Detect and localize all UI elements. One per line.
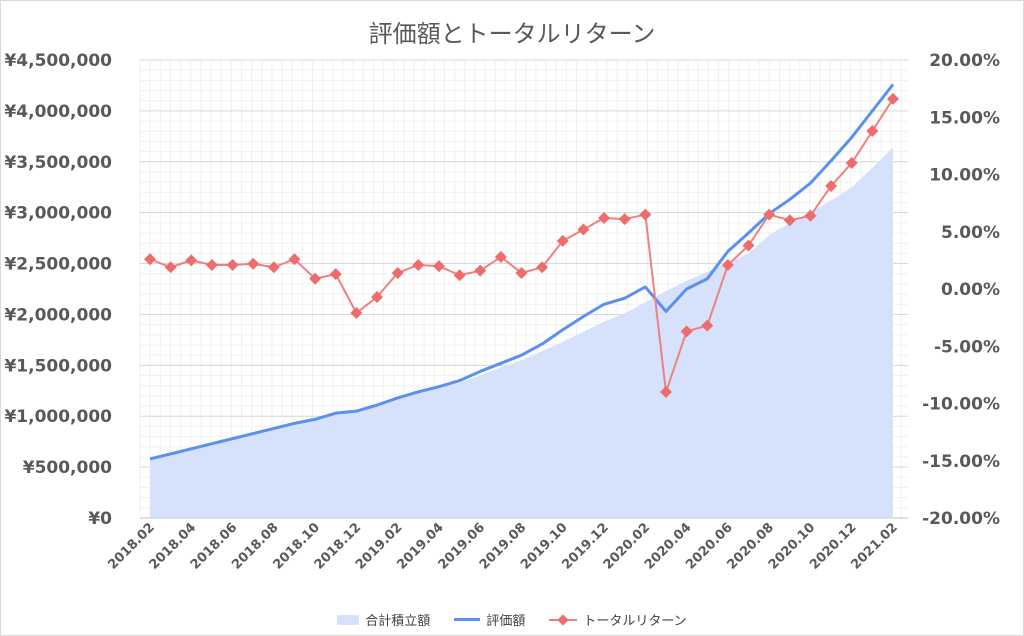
total-return-point: [247, 257, 260, 270]
total-return-point: [309, 272, 322, 285]
chart-title: 評価額とトータルリターン: [368, 20, 656, 48]
total-return-point: [205, 258, 218, 271]
total-return-point: [474, 264, 487, 277]
total-return-point: [391, 266, 404, 279]
y-right-tick-label: -5.00%: [934, 337, 1000, 357]
total-return-point: [350, 307, 363, 320]
total-return-point: [701, 319, 714, 332]
legend-area-swatch: [337, 614, 360, 625]
total-return-point: [226, 258, 239, 271]
y-left-tick-label: ¥500,000: [23, 458, 112, 478]
total-return-point: [453, 269, 466, 282]
legend-marker-swatch: [549, 613, 578, 626]
total-return-point: [288, 253, 301, 266]
total-return-point: [804, 209, 817, 222]
total-return-point: [329, 268, 342, 281]
total-return-point: [371, 291, 384, 304]
total-return-point: [845, 157, 858, 170]
total-return-point: [556, 234, 569, 247]
total-return-point: [866, 124, 879, 137]
y-left-tick-label: ¥1,000,000: [4, 407, 112, 427]
total-return-point: [763, 208, 776, 221]
y-left-tick-label: ¥0: [88, 509, 112, 529]
legend-label-accumulated: 合計積立額: [365, 614, 431, 629]
y-left-tick-label: ¥1,500,000: [4, 356, 112, 376]
total-return-point: [267, 261, 280, 274]
total-return-point: [164, 261, 177, 274]
y-right-tick-label: 20.00%: [929, 51, 1000, 71]
area-series-accumulated: [150, 147, 893, 519]
total-return-point: [515, 266, 528, 279]
chart-legend: 合計積立額 評価額 トータルリターン: [0, 610, 1024, 629]
y-right-tick-label: -20.00%: [922, 509, 1000, 529]
legend-line-swatch: [454, 618, 481, 621]
legend-item-total-return: トータルリターン: [549, 610, 687, 629]
y-right-tick-label: 15.00%: [929, 108, 1000, 128]
y-left-tick-label: ¥4,500,000: [4, 51, 112, 71]
total-return-point: [494, 250, 507, 263]
total-return-point: [742, 239, 755, 252]
y-left-tick-label: ¥4,000,000: [4, 102, 112, 122]
y-left-tick-label: ¥2,000,000: [4, 305, 112, 325]
total-return-point: [639, 208, 652, 221]
total-return-point: [721, 258, 734, 271]
y-left-tick-label: ¥3,500,000: [4, 153, 112, 173]
legend-label-total-return: トータルリターン: [583, 614, 687, 629]
y-right-tick-label: -10.00%: [922, 395, 1000, 415]
y-left-tick-label: ¥3,000,000: [4, 204, 112, 224]
y-right-tick-label: 10.00%: [929, 166, 1000, 186]
y-right-tick-label: 5.00%: [941, 223, 1000, 243]
total-return-point: [432, 260, 445, 273]
total-return-point: [144, 253, 156, 266]
legend-label-valuation: 評価額: [486, 614, 526, 629]
legend-item-accumulated: 合計積立額: [337, 610, 430, 629]
total-return-point: [887, 92, 899, 105]
total-return-point: [412, 258, 425, 271]
y-right-tick-label: -15.00%: [922, 452, 1000, 472]
total-return-point: [825, 179, 838, 192]
y-right-tick-label: 0.00%: [941, 280, 1000, 300]
total-return-point: [659, 386, 672, 399]
total-return-point: [577, 223, 590, 236]
total-return-point: [680, 325, 693, 338]
total-return-point: [598, 212, 611, 225]
legend-item-valuation: 評価額: [454, 610, 525, 629]
y-left-tick-label: ¥2,500,000: [4, 255, 112, 275]
total-return-point: [536, 261, 549, 274]
total-return-point: [618, 213, 631, 226]
total-return-point: [185, 254, 198, 267]
total-return-point: [783, 214, 796, 227]
